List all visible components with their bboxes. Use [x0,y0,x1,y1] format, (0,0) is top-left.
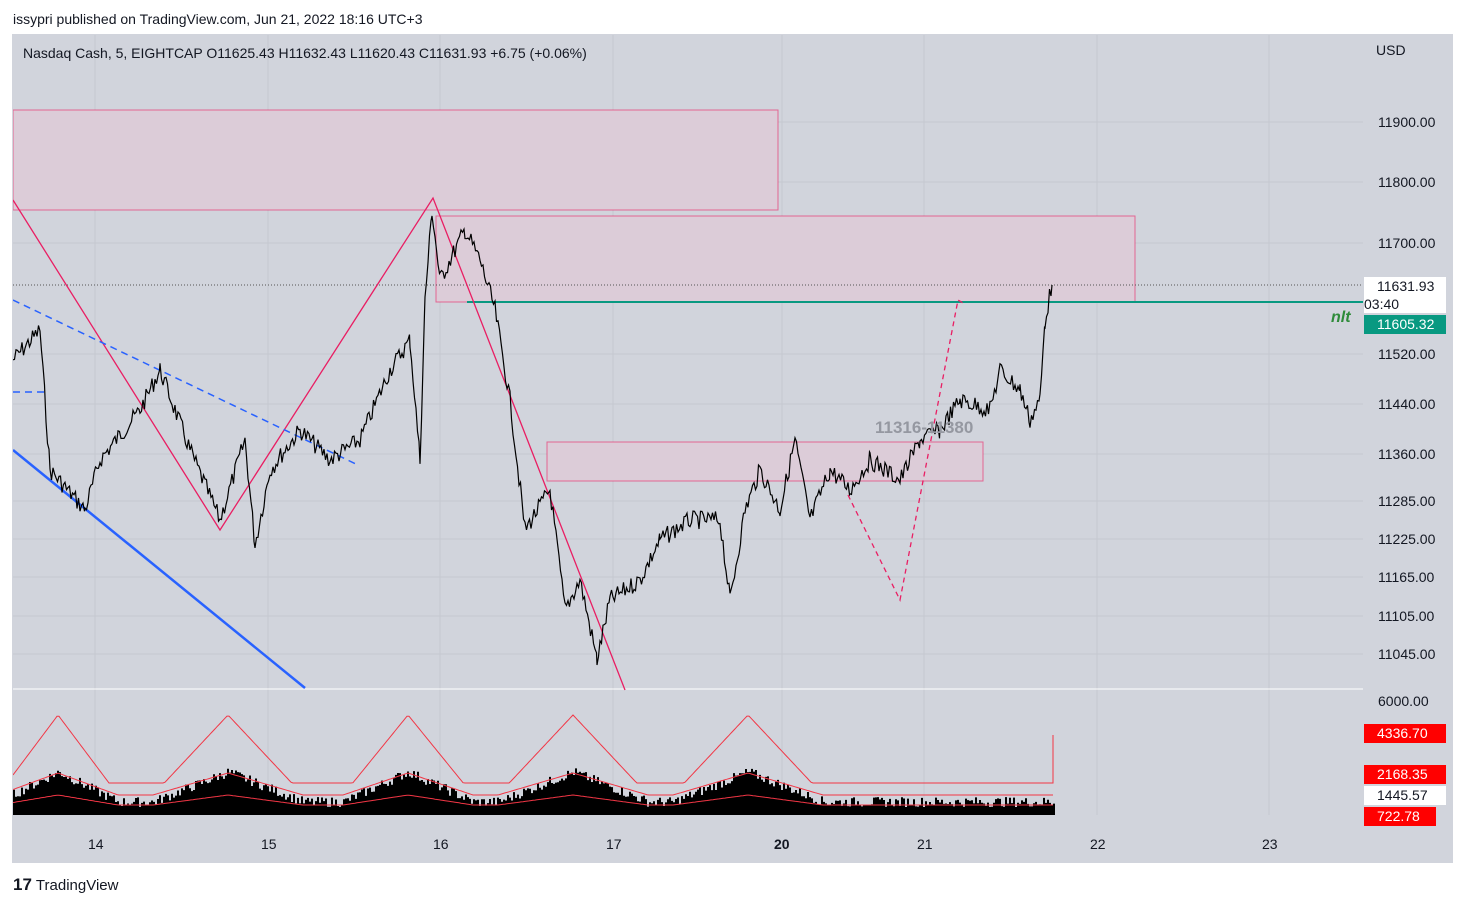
currency-label[interactable]: USD [1376,42,1406,58]
symbol-legend[interactable]: Nasdaq Cash, 5, EIGHTCAP O11625.43 H1163… [23,45,587,61]
price-tick: 11800.00 [1378,174,1436,190]
nlt-label: nlt [1331,309,1351,326]
tradingview-logo-icon: 17 [13,875,32,894]
price-tick: 11700.00 [1378,235,1436,251]
time-tick: 23 [1262,836,1278,852]
trendline-solid[interactable] [13,449,306,689]
nlt-price-tag: 11605.32 [1364,315,1446,334]
price-tick: 11165.00 [1378,569,1435,585]
volume-tag: 4336.70 [1364,724,1446,743]
volume-tag: 1445.57 [1364,786,1446,805]
demand-zone[interactable] [546,441,984,482]
price-tick: 11225.00 [1378,531,1436,547]
projection-path[interactable] [847,298,964,603]
brand-name: TradingView [35,876,119,894]
tradingview-brand[interactable]: 17 TradingView [13,875,118,895]
time-tick: 21 [917,836,933,852]
time-tick: 16 [433,836,449,852]
price-tick: 11520.00 [1378,346,1436,362]
price-tick: 11360.00 [1378,446,1436,462]
volume-bars [13,768,1055,815]
volume-band-mid [13,772,1053,796]
trendline-dashed[interactable] [13,299,359,466]
last-price: 11631.93 [1377,278,1435,294]
last-price-tag: 11631.93 03:40 [1364,277,1446,313]
zigzag-line[interactable] [13,196,626,691]
zone-label: 11316-11380 [875,418,973,437]
time-tick: 22 [1090,836,1106,852]
bar-countdown: 03:40 [1364,296,1400,312]
price-tick: 11045.00 [1378,646,1436,662]
volume-tag: 722.78 [1364,807,1436,826]
time-tick: 15 [261,836,277,852]
time-tick: 17 [606,836,622,852]
volume-tick: 6000.00 [1378,693,1429,709]
supply-zone-2[interactable] [435,215,1136,303]
price-tick: 11900.00 [1378,114,1436,130]
price-tick: 11285.00 [1378,493,1436,509]
time-tick: 20 [774,836,790,852]
supply-zone-1[interactable] [13,109,779,211]
volume-tag: 2168.35 [1364,765,1446,784]
price-tick: 11105.00 [1378,608,1435,624]
chart-pane[interactable]: 11316-11380 nlt [13,35,1363,861]
price-series [13,215,1053,666]
price-tick: 11440.00 [1378,396,1436,412]
publisher-info: issypri published on TradingView.com, Ju… [13,11,423,27]
volume-band-lower [13,794,1053,806]
chart-canvas[interactable]: 11316-11380 nlt [13,35,1363,861]
time-tick: 14 [88,836,104,852]
volume-band-upper [13,714,1054,784]
